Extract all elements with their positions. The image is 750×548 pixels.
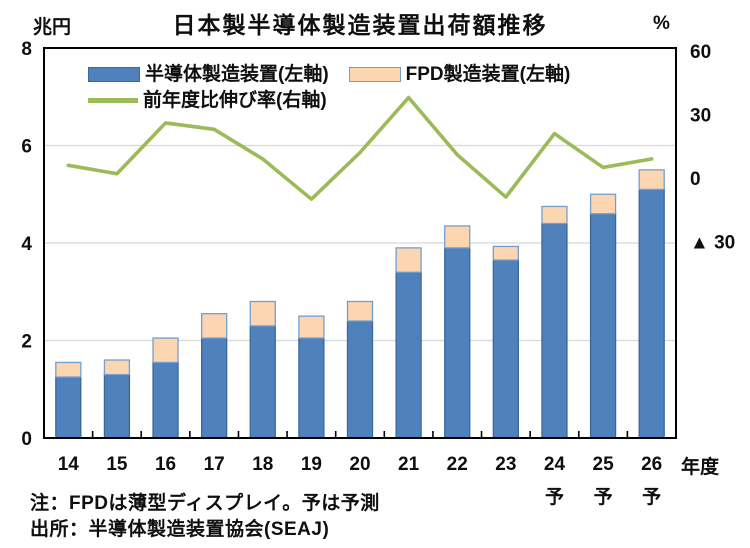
legend-label-fpd: FPD製造装置(左軸) <box>405 63 571 85</box>
bar-fpd-14 <box>55 361 82 378</box>
forecast-marker-26: 予 <box>642 487 661 508</box>
left-axis-tick-6: 6 <box>21 137 32 158</box>
right-axis-tick-30: 30 <box>690 106 711 127</box>
x-tick-label-16: 16 <box>155 454 176 475</box>
x-tick-label-14: 14 <box>58 454 80 475</box>
x-tick-label-17: 17 <box>204 454 225 475</box>
x-tick-label-22: 22 <box>447 454 468 475</box>
legend-row-2: 前年度比伸び率(右軸) <box>88 87 570 113</box>
x-tick-label-15: 15 <box>106 454 128 475</box>
left-axis-tick-0: 0 <box>21 429 32 450</box>
left-axis-unit-label: 兆円 <box>33 17 72 38</box>
left-axis-tick-4: 4 <box>21 234 32 255</box>
bar-semiconductor-23 <box>492 259 519 439</box>
bar-semiconductor-26 <box>638 188 665 439</box>
legend-label-semiconductor: 半導体製造装置(左軸) <box>145 63 329 85</box>
bar-fpd-22 <box>444 225 471 249</box>
left-axis-tick-8: 8 <box>21 39 32 60</box>
bar-fpd-19 <box>298 315 325 339</box>
bar-semiconductor-21 <box>395 271 422 439</box>
bar-fpd-18 <box>249 300 276 327</box>
forecast-marker-24: 予 <box>545 487 564 508</box>
plot-border <box>43 47 677 439</box>
growth-rate-line <box>66 95 654 201</box>
x-tick-label-25: 25 <box>593 454 615 475</box>
bar-fpd-15 <box>103 359 131 376</box>
bar-fpd-24 <box>541 205 568 225</box>
bar-fpd-23 <box>492 245 519 261</box>
bar-semiconductor-14 <box>55 376 82 439</box>
bar-semiconductor-18 <box>249 325 276 439</box>
bar-semiconductor-17 <box>201 337 228 439</box>
bar-fpd-16 <box>152 337 179 364</box>
x-tick-label-21: 21 <box>398 454 420 475</box>
bar-fpd-21 <box>395 247 422 273</box>
bar-fpd-20 <box>346 300 374 322</box>
bar-fpd-26 <box>638 169 665 191</box>
x-tick-label-18: 18 <box>252 454 273 475</box>
bar-fpd-25 <box>589 193 617 215</box>
right-axis-unit-label: % <box>653 13 670 34</box>
source-note: 出所：半導体製造装置協会(SEAJ) <box>30 519 330 540</box>
bar-semiconductor-22 <box>444 247 471 439</box>
bar-semiconductor-24 <box>541 222 568 439</box>
legend-swatch-growth-line <box>88 97 138 103</box>
left-axis-tick-2: 2 <box>21 332 32 353</box>
bar-semiconductor-15 <box>103 373 131 439</box>
bar-fpd-17 <box>201 313 228 339</box>
footnote: 注：FPDは薄型ディスプレイ。予は予測 <box>30 493 380 514</box>
bar-semiconductor-19 <box>298 337 325 439</box>
chart-legend: 半導体製造装置(左軸) FPD製造装置(左軸) 前年度比伸び率(右軸) <box>88 61 570 113</box>
right-axis-tick-0: 0 <box>690 169 701 190</box>
right-axis-tick-60: 60 <box>690 42 711 63</box>
bar-semiconductor-20 <box>346 320 374 439</box>
bar-semiconductor-25 <box>589 213 617 439</box>
x-tick-label-23: 23 <box>495 454 516 475</box>
legend-swatch-fpd-bar <box>348 66 401 82</box>
legend-label-growth-rate: 前年度比伸び率(右軸) <box>143 89 327 111</box>
x-tick-label-19: 19 <box>301 454 322 475</box>
x-tick-label-26: 26 <box>641 454 662 475</box>
chart-title: 日本製半導体製造装置出荷額推移 <box>172 12 548 38</box>
x-axis-title: 年度 <box>681 457 720 478</box>
right-axis-tick--30: ▲ 30 <box>690 233 735 254</box>
bar-semiconductor-16 <box>152 361 179 439</box>
forecast-marker-25: 予 <box>594 487 613 508</box>
x-tick-label-20: 20 <box>349 454 370 475</box>
legend-row-1: 半導体製造装置(左軸) FPD製造装置(左軸) <box>88 61 570 87</box>
legend-swatch-semiconductor-bar <box>88 66 140 82</box>
x-tick-label-24: 24 <box>544 454 566 475</box>
